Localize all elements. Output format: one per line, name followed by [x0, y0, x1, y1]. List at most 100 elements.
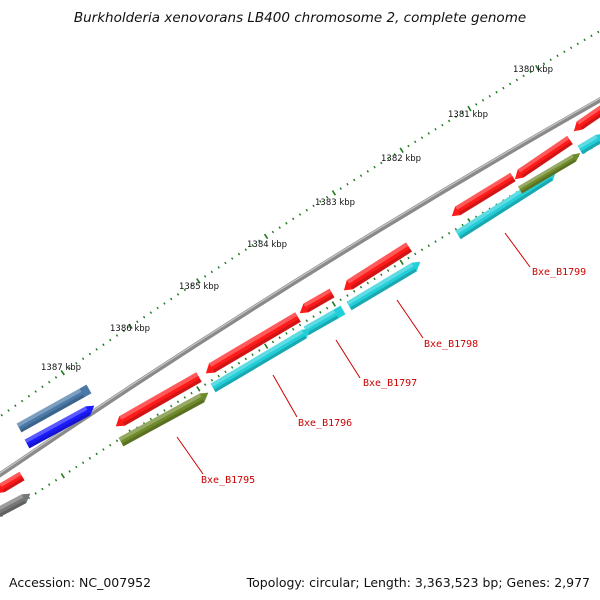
outer-scale-minor-tick	[156, 306, 159, 310]
outer-scale-minor-tick	[298, 213, 302, 216]
inner-scale-minor-tick	[427, 244, 430, 247]
inner-scale-minor-tick	[461, 223, 464, 227]
outer-scale-minor-tick	[549, 58, 552, 62]
outer-scale-minor-tick	[27, 394, 31, 398]
gene-features	[0, 103, 600, 519]
inner-scale-minor-tick	[48, 483, 51, 486]
scale-label: 1380 kbp	[513, 65, 553, 75]
outer-scale-minor-tick	[434, 127, 437, 131]
inner-scale-minor-tick	[170, 404, 173, 408]
outer-scale-minor-tick	[447, 119, 451, 123]
gene-cyan-body	[346, 261, 421, 311]
gene-cyan-bevel-bottom	[306, 315, 339, 336]
inner-scale-minor-tick	[278, 336, 281, 339]
gene-red-body	[573, 103, 600, 132]
inner-scale-minor-tick	[183, 396, 186, 399]
inner-scale-minor-tick	[75, 465, 78, 469]
outer-scale-minor-tick	[136, 320, 139, 323]
outer-scale-minor-tick	[14, 404, 17, 408]
gene-olive-bevel-top	[118, 393, 202, 441]
outer-scale-minor-tick	[576, 42, 580, 46]
gene-olive	[517, 152, 581, 194]
map-title: Burkholderia xenovorans LB400 chromosome…	[73, 10, 527, 26]
gene-red-bevel-bottom	[580, 109, 600, 130]
outer-scale-minor-tick	[373, 165, 376, 169]
gene-red-body	[299, 288, 335, 314]
gene-red-bevel-top	[0, 471, 22, 487]
gene-cyan	[577, 133, 600, 155]
topology-summary: Topology: circular; Length: 3,363,523 bp…	[246, 575, 590, 590]
gene-red-body	[0, 471, 25, 494]
outer-scale-minor-tick	[346, 182, 349, 186]
outer-scale-minor-tick	[393, 153, 397, 156]
outer-scale-major-tick	[196, 278, 201, 284]
gene-cyan-body	[210, 328, 311, 393]
inner-scale-minor-tick	[231, 366, 234, 369]
gene-red	[573, 103, 600, 132]
outer-scale-minor-tick	[271, 230, 275, 234]
inner-scale-minor-tick	[414, 252, 417, 256]
inner-scale-minor-tick	[41, 487, 44, 491]
gene-steel-bevel-bottom	[19, 394, 85, 433]
outer-scale-major-tick	[399, 147, 404, 154]
gene-blue-bevel-top	[24, 406, 88, 443]
outer-scale-minor-tick	[244, 248, 247, 251]
inner-scale-minor-tick	[325, 306, 329, 310]
inner-scale-minor-tick	[88, 456, 92, 460]
gene-cyan-bevel-top	[577, 134, 598, 149]
inner-scale-minor-tick	[454, 227, 458, 231]
outer-scale-minor-tick	[407, 144, 410, 148]
inner-scale-minor-tick	[258, 349, 261, 352]
gene-red-bevel-bottom	[458, 178, 516, 216]
inner-scale-minor-tick	[149, 417, 153, 421]
gene-olive-bevel-top	[517, 154, 574, 190]
inner-scale-major-tick	[196, 386, 201, 392]
scale-label: 1381 kbp	[448, 110, 488, 120]
outer-scale-minor-tick	[183, 288, 186, 292]
gene-red-bevel-top	[209, 312, 298, 367]
inner-scale-minor-tick	[95, 452, 98, 456]
outer-scale-minor-tick	[75, 361, 78, 365]
inner-scale-minor-tick	[34, 492, 37, 495]
inner-scale-minor-tick	[312, 315, 315, 318]
gene-red	[451, 172, 516, 217]
gene-cyan	[303, 305, 346, 336]
inner-scale-minor-tick	[115, 439, 119, 443]
outer-scale-minor-tick	[258, 239, 261, 243]
inner-scale-minor-tick	[346, 294, 349, 297]
callout-line	[272, 374, 298, 418]
outer-scale-minor-tick	[414, 140, 417, 144]
inner-scale-minor-tick	[244, 357, 247, 361]
gene-red	[0, 471, 25, 494]
inner-scale-minor-tick	[298, 323, 302, 327]
gene-steel-body	[16, 384, 92, 433]
outer-scale-major-tick	[263, 233, 269, 240]
outer-scale-minor-tick	[312, 204, 315, 208]
outer-scale-minor-tick	[170, 297, 173, 301]
inner-scale-minor-tick	[156, 413, 159, 417]
outer-scale-minor-tick	[292, 217, 295, 221]
outer-scale-minor-tick	[481, 99, 485, 102]
inner-scale-minor-tick	[190, 391, 193, 395]
gene-cyan-body	[577, 133, 600, 155]
gene-red-bevel-bottom	[350, 248, 412, 290]
scale-ticks	[0, 30, 600, 517]
outer-scale-minor-tick	[339, 187, 342, 190]
gene-gray-bevel-bottom	[0, 500, 27, 519]
gene-red	[514, 135, 573, 180]
outer-scale-minor-tick	[325, 195, 329, 199]
outer-scale-minor-tick	[102, 343, 105, 347]
inner-scale-minor-tick	[305, 319, 308, 323]
outer-scale-minor-tick	[81, 357, 85, 360]
outer-scale-minor-tick	[142, 315, 146, 319]
outer-scale-minor-tick	[305, 208, 308, 212]
outer-scale-minor-tick	[583, 38, 586, 42]
inner-scale-minor-tick	[339, 298, 342, 302]
gene-red	[205, 312, 301, 374]
outer-scale-minor-tick	[508, 82, 512, 86]
gene-cyan	[210, 328, 311, 393]
outer-scale-minor-tick	[427, 132, 430, 135]
gene-gray-body	[0, 493, 31, 519]
outer-scale-minor-tick	[163, 302, 166, 305]
inner-scale-minor-tick	[441, 236, 444, 239]
